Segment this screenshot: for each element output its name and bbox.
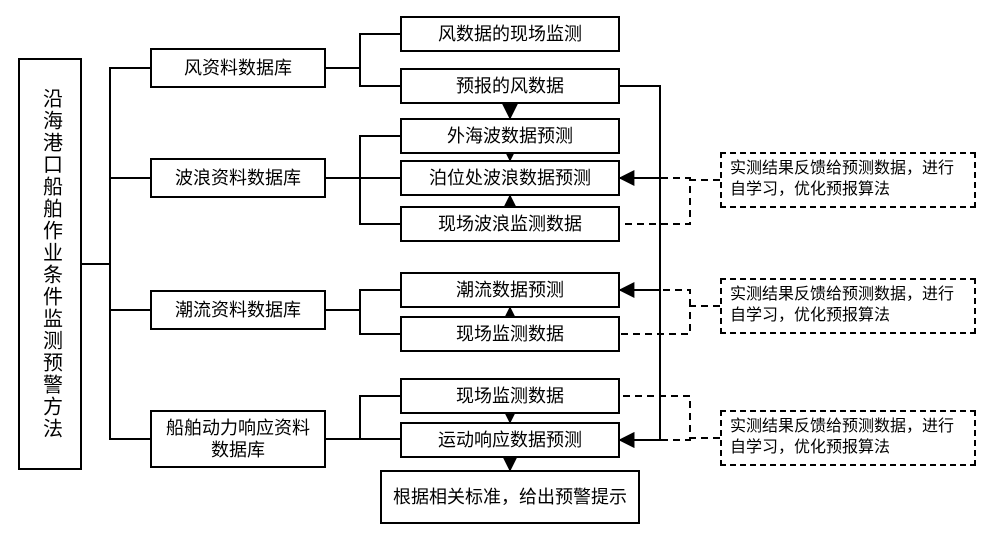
edge-dash-3: [620, 290, 690, 306]
edge-solid-0: [82, 68, 150, 264]
edge-solid-10: [326, 310, 400, 334]
node-n5: 现场波浪监测数据: [400, 206, 620, 242]
node-root: 沿海港口船舶作业条件监测预警方法: [18, 58, 82, 470]
node-db4: 船舶动力响应资料数据库: [150, 410, 326, 468]
node-fb1: 实测结果反馈给预测数据，进行自学习，优化预报算法: [720, 152, 976, 208]
node-db2: 波浪资料数据库: [150, 158, 326, 198]
node-n10: 根据相关标准，给出预警提示: [380, 470, 640, 524]
edge-solid-11: [326, 396, 400, 439]
edge-solid-5: [326, 68, 400, 86]
node-n3: 外海波数据预测: [400, 118, 620, 154]
node-n8: 现场监测数据: [400, 378, 620, 414]
edge-solid-2: [82, 264, 150, 310]
node-n9: 运动响应数据预测: [400, 422, 620, 458]
edge-solid-4: [326, 34, 400, 68]
node-n1: 风数据的现场监测: [400, 16, 620, 52]
edge-dash-0: [620, 180, 720, 224]
node-fb3: 实测结果反馈给预测数据，进行自学习，优化预报算法: [720, 410, 976, 466]
node-n4: 泊位处波浪数据预测: [400, 160, 620, 196]
edge-solid-19: [620, 86, 660, 440]
node-n7: 现场监测数据: [400, 316, 620, 352]
node-db3: 潮流资料数据库: [150, 290, 326, 330]
edge-solid-9: [326, 290, 400, 310]
node-n2: 预报的风数据: [400, 68, 620, 104]
node-db1: 风资料数据库: [150, 48, 326, 88]
edge-solid-8: [326, 178, 400, 224]
node-fb2: 实测结果反馈给预测数据，进行自学习，优化预报算法: [720, 278, 976, 334]
edge-dash-4: [620, 396, 720, 438]
edge-solid-6: [326, 136, 400, 178]
edge-dash-1: [620, 178, 690, 180]
edge-dash-2: [620, 306, 720, 334]
edge-dash-5: [620, 438, 690, 440]
node-n6: 潮流数据预测: [400, 272, 620, 308]
edge-solid-1: [82, 178, 150, 264]
edge-solid-3: [82, 264, 150, 439]
